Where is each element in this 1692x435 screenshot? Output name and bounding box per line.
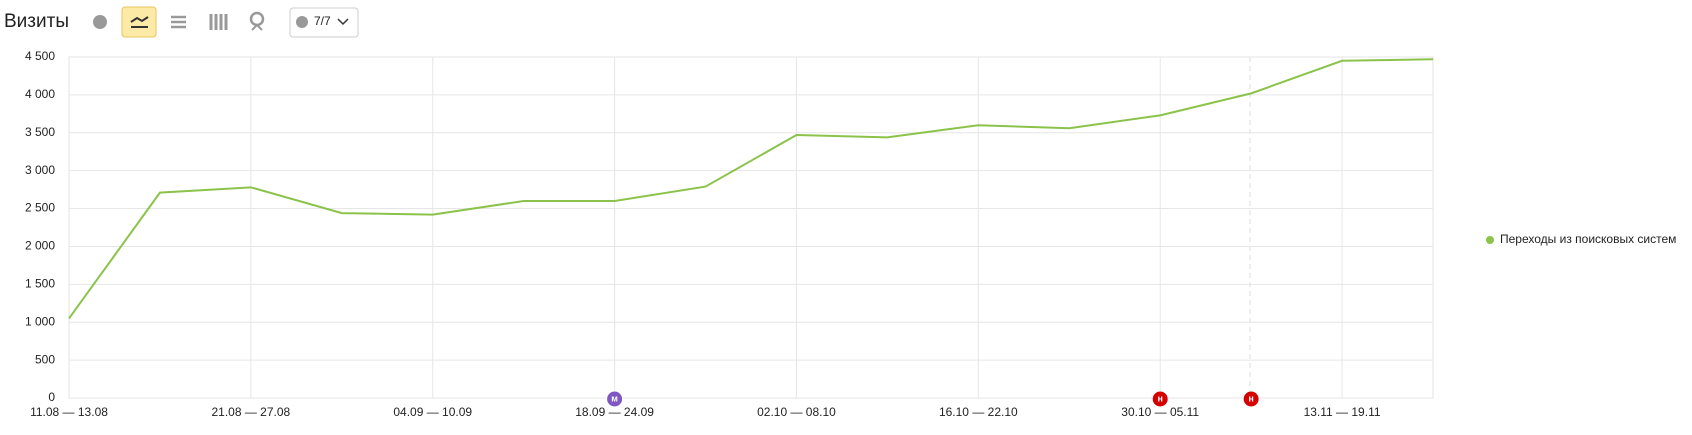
x-tick-label: 30.10 — 05.11 — [1121, 405, 1199, 419]
annotation-label: м — [611, 393, 618, 403]
annotation-marker[interactable]: н — [1151, 390, 1169, 408]
area-button[interactable] — [171, 15, 186, 29]
y-tick-label: 1 000 — [25, 314, 55, 328]
y-tick-label: 4 500 — [25, 49, 55, 63]
plot-frame — [68, 56, 1434, 399]
annotation-badge — [606, 390, 624, 408]
x-tick-label: 21.08 — 27.08 — [211, 405, 290, 419]
map-button[interactable] — [249, 11, 265, 31]
comments-count: 7/7 — [314, 14, 331, 28]
y-tick-label: 3 000 — [25, 163, 55, 177]
pie-button[interactable] — [93, 15, 107, 29]
series-line — [68, 58, 1434, 320]
legend-marker — [1486, 236, 1494, 244]
annotation-badge — [1242, 390, 1260, 408]
x-tick-label: 04.09 — 10.09 — [393, 405, 472, 419]
bar-button[interactable] — [209, 14, 228, 30]
y-tick-label: 4 000 — [25, 87, 55, 101]
y-tick-label: 0 — [48, 390, 55, 404]
y-tick-label: 3 500 — [25, 125, 55, 139]
annotation-marker[interactable]: м — [606, 390, 624, 408]
x-tick-label: 16.10 — 22.10 — [939, 405, 1018, 419]
x-tick-label: 02.10 — 08.10 — [757, 405, 836, 419]
legend-label: Переходы из поисковых систем — [1500, 232, 1676, 246]
comments-dropdown[interactable]: 7/7 — [289, 7, 359, 38]
annotation-badge — [1151, 390, 1169, 408]
x-tick-label: 11.08 — 13.08 — [30, 405, 108, 419]
chart-title: Визиты — [4, 11, 69, 32]
line-button[interactable] — [121, 6, 157, 38]
y-tick-label: 500 — [35, 352, 55, 366]
y-tick-label: 2 000 — [25, 239, 55, 253]
y-tick-label: 1 500 — [25, 277, 55, 291]
x-tick-label: 18.09 — 24.09 — [575, 405, 654, 419]
annotation-label: н — [1157, 393, 1162, 403]
y-tick-label: 2 500 — [25, 201, 55, 215]
annotation-label: н — [1248, 393, 1253, 403]
annotation-marker[interactable]: н — [1242, 390, 1260, 408]
x-tick-label: 13.11 — 19.11 — [1304, 405, 1381, 419]
